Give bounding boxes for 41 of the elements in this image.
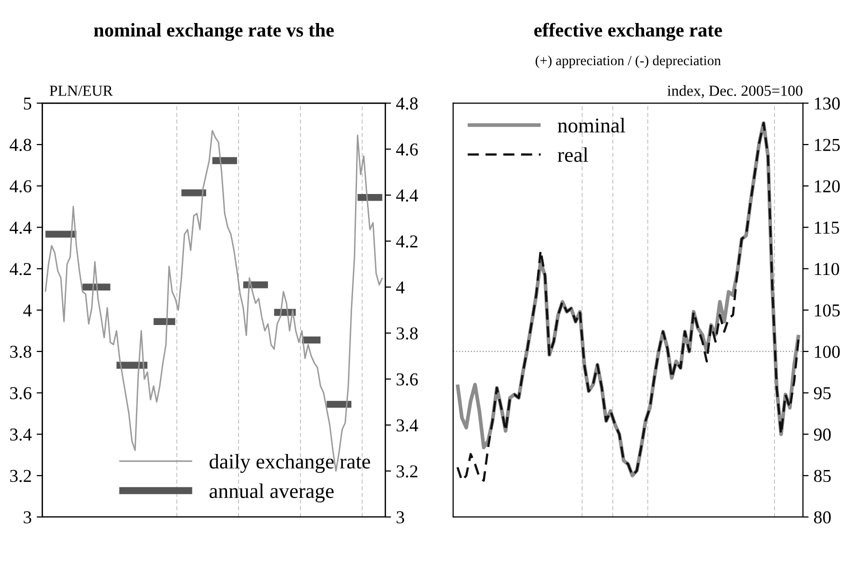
y2-tick-label: 3.8	[396, 327, 418, 340]
y-tick-label: 5	[24, 98, 32, 110]
y-tick-label: 4.6	[10, 180, 32, 192]
legend-label: nominal	[558, 118, 626, 133]
y-tick-label: 120	[814, 180, 840, 192]
y-tick-label: 3	[24, 511, 32, 524]
y2-tick-label: 4.2	[396, 235, 418, 248]
y-tick-label: 4	[23, 304, 32, 316]
y2-tick-label: 4.8	[396, 97, 418, 110]
y-tick-label: 90	[814, 428, 831, 441]
y-tick-label: 4.4	[10, 222, 32, 234]
y-axis-title: PLN/EUR	[50, 86, 113, 96]
y-tick-label: 125	[814, 138, 840, 151]
y2-tick-label: 4.4	[396, 190, 418, 202]
y2-tick-label: 3	[396, 511, 404, 524]
y-tick-label: 100	[814, 346, 840, 358]
y2-tick-label: 3.2	[396, 465, 418, 478]
y-tick-label: 110	[814, 262, 840, 276]
y-tick-label: 3.8	[10, 346, 32, 358]
chart-title: effective exchange rate	[534, 22, 722, 41]
y-tick-label: 115	[814, 222, 840, 234]
y-axis-title: index, Dec. 2005=100	[667, 85, 802, 98]
y-tick-label: 95	[814, 387, 831, 400]
legend-label: annual average	[210, 483, 334, 502]
y-tick-label: 4.2	[10, 263, 31, 276]
chart-subtitle: (+) appreciation / (-) depreciation	[536, 55, 721, 68]
y-tick-label: 80	[814, 511, 831, 524]
y-tick-label: 4.8	[10, 138, 32, 152]
y-tick-label: 130	[814, 97, 840, 110]
y-tick-label: 105	[814, 304, 840, 317]
y2-tick-label: 3.4	[396, 419, 418, 432]
y-tick-label: 3.4	[10, 428, 32, 441]
y-tick-label: 3.2	[10, 470, 31, 482]
y2-tick-label: 4.6	[396, 143, 418, 156]
y-tick-label: 85	[814, 470, 831, 482]
y2-tick-label: 3.6	[396, 373, 418, 386]
chart-title: nominal exchange rate vs the	[94, 23, 334, 41]
y2-tick-label: 4	[396, 281, 405, 294]
legend-label: daily exchange rate	[210, 454, 370, 473]
legend-label: real	[558, 147, 588, 162]
y-tick-label: 3.6	[10, 387, 32, 400]
